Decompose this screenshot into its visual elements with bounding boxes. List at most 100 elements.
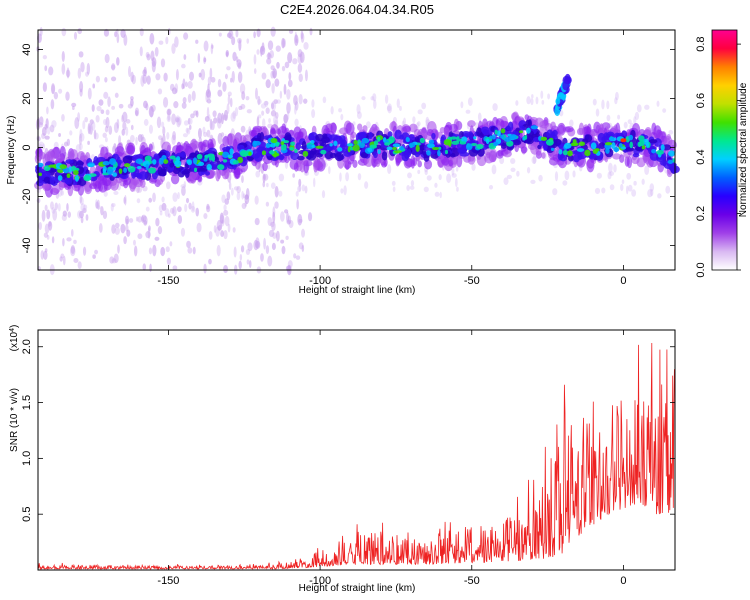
spectrogram-speckle — [203, 263, 207, 274]
snr-y-tick-label: 1.5 — [21, 395, 33, 410]
spectrogram-core — [343, 150, 352, 157]
spectrogram-speckle — [173, 101, 179, 109]
spectrogram-speckle — [246, 259, 250, 265]
spectrogram-speckle — [634, 111, 640, 120]
spectrogram-speckle — [203, 213, 208, 220]
spectrogram-speckle — [601, 187, 606, 194]
spectrogram-blob — [564, 126, 574, 133]
spectrogram-speckle — [89, 123, 93, 135]
spectrogram-speckle — [171, 87, 178, 95]
spectrogram-blob — [578, 122, 585, 135]
spectrogram-speckle — [530, 98, 534, 106]
spectrogram-peak — [399, 145, 405, 151]
spectrogram-speckle — [154, 46, 159, 57]
spectrogram-peak — [524, 134, 528, 140]
spectrogram-speckle — [304, 69, 308, 82]
spectrogram-speckle — [236, 59, 242, 68]
spectrogram-speckle — [298, 184, 302, 192]
spectrogram-speckle — [189, 124, 192, 130]
spectrogram-speckle — [187, 247, 193, 254]
spectrogram-peak — [427, 143, 435, 149]
spectrogram-x-tick-label: 0 — [620, 275, 626, 287]
snr-y-tick-label: 1.0 — [21, 451, 33, 466]
snr-x-tick-label: 0 — [620, 575, 626, 587]
spectrogram-speckle — [176, 206, 182, 213]
spectrogram-speckle — [296, 199, 299, 210]
spectrogram-peak — [503, 137, 512, 143]
spectrogram-core — [160, 168, 166, 175]
spectrogram-speckle — [61, 214, 67, 221]
spectrogram-peak — [519, 130, 524, 134]
spectrogram-speckle — [460, 101, 464, 109]
spectrogram-speckle — [218, 32, 222, 37]
spectrogram-speckle — [208, 258, 212, 265]
spectrogram-speckle — [61, 113, 65, 122]
spectrogram-speckle — [186, 240, 191, 249]
spectrogram-speckle — [278, 173, 285, 182]
colorbar-ticks: 0.0 0.2 0.4 0.6 0.8 — [695, 36, 741, 278]
spectrogram-speckle — [203, 57, 207, 63]
spectrogram-speckle — [148, 124, 153, 134]
spectrogram-speckle — [93, 129, 97, 140]
spectrogram-speckle — [192, 246, 196, 255]
spectrogram-speckle — [221, 194, 226, 203]
spectrogram-speckle — [166, 257, 171, 265]
spectrogram-speckle — [253, 68, 257, 75]
spectrogram-peak — [573, 142, 579, 146]
spectrogram-speckle — [298, 218, 303, 223]
spectrogram-speckle — [265, 245, 270, 255]
snr-y-ticks: 0.5 1.0 1.5 2.0 — [21, 339, 675, 522]
spectrogram-speckle — [53, 91, 59, 100]
spectrogram-speckle — [569, 119, 574, 127]
spectrogram-speckle — [51, 120, 57, 128]
spectrogram-peak — [476, 143, 484, 150]
spectrogram-speckle — [223, 109, 229, 122]
spectrogram-speckle — [489, 184, 494, 190]
spectrogram-blob — [313, 159, 318, 173]
spectrogram-blob — [126, 144, 135, 155]
spectrogram-speckle — [79, 81, 84, 93]
spectrogram-y-tick-label: 20 — [21, 92, 33, 104]
spectrogram-speckle — [564, 170, 570, 181]
spectrogram-speckle — [62, 237, 65, 247]
spectrogram-speckle — [185, 197, 190, 204]
spectrogram-speckle — [92, 254, 96, 259]
spectrogram-speckle — [301, 244, 305, 253]
spectrogram-speckle — [209, 118, 213, 131]
spectrogram-peak — [377, 149, 381, 155]
spectrogram-blob — [207, 142, 215, 150]
spectrogram-speckle — [38, 141, 44, 149]
spectrogram-peak — [500, 134, 505, 139]
spectrogram-speckle — [298, 178, 302, 187]
spectrogram-speckle — [232, 227, 236, 233]
spectrogram-peak — [667, 159, 674, 165]
spectrogram-speckle — [601, 99, 605, 110]
spectrogram-speckle — [491, 164, 497, 175]
spectrogram-speckle — [293, 253, 297, 259]
spectrogram-speckle — [130, 71, 134, 83]
spectrogram-speckle — [105, 116, 110, 129]
spectrogram-speckle — [109, 256, 115, 264]
spectrogram-speckle — [163, 72, 168, 82]
spectrogram-speckle — [200, 68, 206, 81]
spectrogram-speckle — [213, 117, 218, 124]
snr-series-line — [37, 342, 676, 571]
spectrogram-peak — [333, 140, 338, 147]
spectrogram-peak — [428, 139, 435, 145]
spectrogram-speckle — [241, 175, 244, 184]
spectrogram-speckle — [140, 134, 144, 141]
spectrogram-speckle — [267, 216, 273, 227]
spectrogram-peak — [346, 143, 354, 147]
spectrogram-speckle — [137, 216, 142, 223]
spectrogram-peak — [192, 157, 198, 165]
spectrogram-speckle — [232, 51, 237, 62]
spectrogram-speckle — [399, 105, 402, 111]
spectrogram-speckle — [44, 204, 48, 212]
spectrogram-speckle — [44, 65, 48, 72]
spectrogram-speckle — [307, 212, 313, 222]
spectrogram-blob — [484, 153, 495, 164]
spectrogram-speckle — [206, 99, 212, 104]
spectrogram-speckle — [141, 214, 147, 222]
spectrogram-speckle — [410, 180, 415, 187]
spectrogram-core — [253, 152, 263, 162]
